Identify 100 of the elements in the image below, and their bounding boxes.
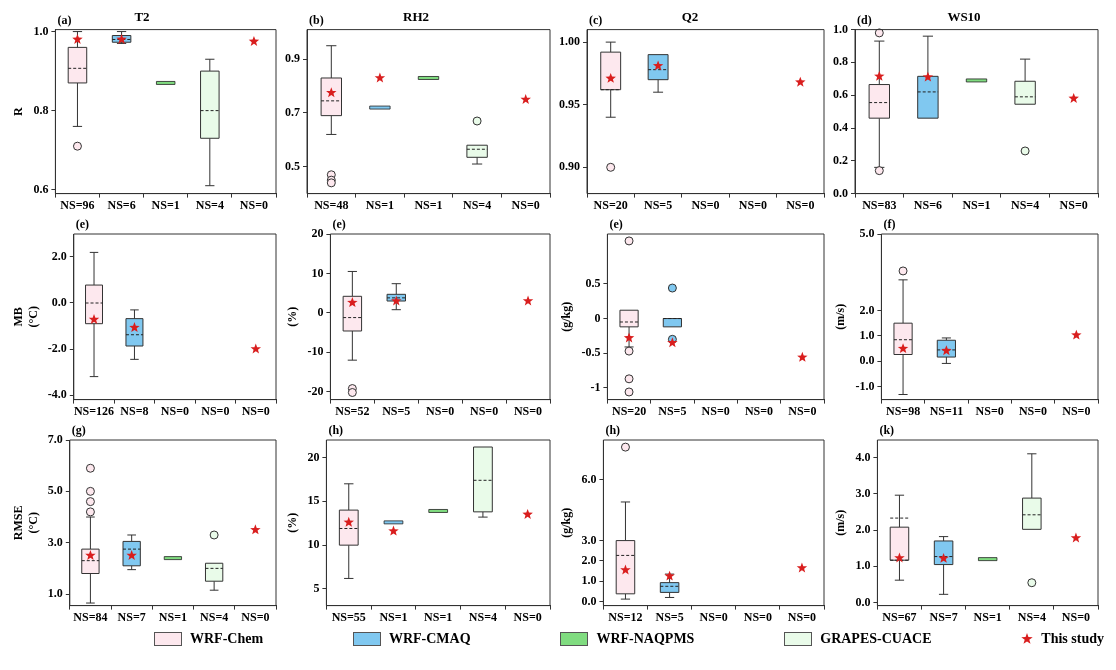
x-tick-label: NS=83 (862, 197, 897, 212)
y-tick-label: 0.0 (855, 594, 871, 609)
x-tick-label: NS=0 (975, 403, 1004, 418)
y-tick-label: 1.0 (859, 328, 875, 342)
y-axis-title: (g/kg) (559, 301, 574, 332)
x-tick-label: NS=4 (200, 609, 229, 624)
y-tick-label: 0.0 (51, 295, 67, 310)
x-tick-label: NS=0 (738, 197, 767, 212)
y-tick-label: -2.0 (47, 341, 67, 356)
x-tick-label: NS=11 (929, 403, 964, 418)
y-tick-label: 2.0 (859, 302, 875, 317)
x-tick-label: NS=20 (611, 403, 647, 418)
text: (e) (609, 217, 623, 232)
x-tick-label: NS=67 (882, 609, 917, 624)
y-axis-title: (m/s) (833, 303, 848, 330)
y-tick-label: 0.0 (833, 185, 848, 200)
legend-label: This study (1041, 631, 1104, 647)
y-tick-label: 1.0 (855, 558, 871, 573)
y-tick-label: 20 (307, 449, 320, 464)
text: (d) (857, 12, 872, 27)
legend-label: WRF-NAQPMS (596, 631, 695, 647)
y-tick-label: 0.6 (833, 87, 848, 102)
y-tick-label: 0.9 (285, 51, 300, 66)
y-tick-label: 0.6 (33, 181, 49, 196)
x-tick-label: NS=0 (513, 609, 542, 624)
x-tick-label: NS=6 (107, 197, 136, 212)
text: (h) (605, 423, 621, 438)
x-tick-label: NS=6 (913, 197, 942, 212)
x-tick-label: NS=0 (744, 403, 774, 418)
x-tick-label: NS=0 (160, 403, 189, 418)
legend-label: GRAPES-CUACE (820, 631, 932, 647)
text: (c) (589, 12, 603, 27)
x-tick-label: NS=0 (239, 197, 269, 212)
x-tick-label: NS=0 (701, 403, 730, 418)
chart-title: WS10 (947, 9, 981, 25)
text: (g) (71, 423, 86, 438)
x-tick-label: NS=1 (962, 197, 991, 212)
y-tick-label: 2.0 (581, 552, 597, 567)
x-tick-label: NS=0 (241, 403, 270, 418)
x-tick-label: NS=55 (331, 609, 366, 624)
y-tick-label: 3.0 (47, 534, 63, 549)
x-tick-label: NS=0 (1061, 609, 1091, 624)
x-tick-label: NS=4 (1011, 197, 1040, 212)
legend-label: WRF-CMAQ (388, 631, 471, 647)
text: (a) (57, 12, 72, 27)
text: (e) (332, 217, 346, 232)
y-tick-label: 0.7 (285, 105, 300, 120)
chart-title: T2 (134, 9, 150, 25)
x-tick-label: NS=0 (1062, 403, 1091, 418)
x-tick-label: NS=0 (511, 197, 540, 212)
x-tick-label: NS=0 (699, 609, 728, 624)
y-tick-label: 1.00 (559, 34, 580, 49)
y-axis-title: (%) (285, 512, 300, 533)
y-tick-label: 3.0 (855, 485, 871, 500)
x-tick-label: NS=5 (655, 609, 684, 624)
x-tick-label: NS=20 (593, 197, 628, 212)
y-tick-label: 3.0 (581, 532, 597, 547)
x-tick-label: NS=1 (365, 197, 394, 212)
y-tick-label: 1.0 (33, 23, 49, 38)
y-tick-label: 0.2 (833, 152, 848, 167)
x-tick-label: NS=4 (195, 197, 224, 212)
y-tick-label: 0.8 (33, 102, 49, 117)
y-tick-label: -1 (590, 379, 601, 394)
y-tick-label: 5.0 (859, 226, 875, 241)
x-tick-label: NS=52 (335, 403, 370, 418)
y-tick-label: 5.0 (47, 483, 63, 498)
x-tick-label: NS=0 (743, 609, 772, 624)
x-tick-label: NS=96 (60, 197, 95, 212)
y-tick-label: 20 (311, 226, 324, 241)
x-tick-label: NS=5 (382, 403, 411, 418)
y-tick-label: 0.8 (833, 54, 848, 69)
x-tick-label: NS=8 (120, 403, 149, 418)
y-tick-label: 0.0 (859, 353, 875, 368)
y-tick-label: -1.0 (855, 378, 875, 393)
y-tick-label: 4.0 (855, 449, 871, 464)
y-tick-label: 1.0 (833, 21, 848, 36)
text: (h) (328, 423, 344, 438)
x-tick-label: NS=0 (691, 197, 720, 212)
y-tick-label: 1.0 (581, 573, 597, 588)
x-tick-label: NS=0 (201, 403, 230, 418)
x-tick-label: NS=12 (608, 609, 643, 624)
legend-label: WRF-Chem (190, 631, 264, 647)
y-axis-title: (%) (285, 306, 300, 327)
y-tick-label: -4.0 (47, 387, 67, 402)
x-tick-label: NS=48 (314, 197, 349, 212)
x-tick-label: NS=0 (1018, 403, 1048, 418)
x-tick-label: NS=84 (73, 609, 108, 624)
x-tick-label: NS=0 (787, 609, 817, 624)
y-axis-title: (m/s) (833, 509, 848, 536)
y-tick-label: 0.95 (559, 96, 580, 111)
x-tick-label: NS=1 (151, 197, 180, 212)
x-tick-label: NS=0 (786, 197, 815, 212)
y-tick-label: -10 (307, 344, 324, 359)
y-tick-label: 0.90 (559, 159, 580, 174)
text: (e) (75, 217, 90, 232)
chart-title: Q2 (681, 9, 699, 25)
y-axis-title: RMSE (°C) (11, 505, 40, 541)
x-tick-label: NS=0 (426, 403, 455, 418)
y-tick-label: 2.0 (855, 522, 871, 537)
text: (b) (309, 12, 324, 27)
